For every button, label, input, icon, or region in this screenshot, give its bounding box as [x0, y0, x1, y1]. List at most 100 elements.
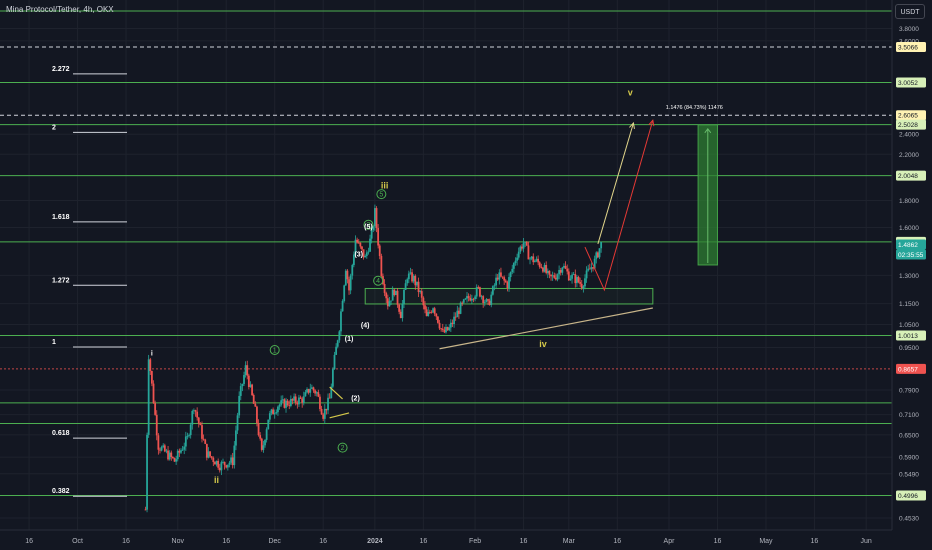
- candle-body: [220, 462, 223, 471]
- price-label-badge: [896, 110, 926, 121]
- price-tick-label: 0.7900: [899, 387, 919, 394]
- chart-title: Mina Protocol/Tether, 4h, OKX: [6, 5, 114, 14]
- price-label-text: 1.0013: [898, 333, 918, 340]
- candle-body: [202, 438, 205, 440]
- candle-body: [462, 299, 465, 303]
- projection-paths[interactable]: [584, 119, 655, 292]
- time-tick-label: Nov: [172, 538, 185, 545]
- candle-body: [592, 267, 594, 269]
- candle-body: [588, 268, 591, 270]
- candle-body: [181, 449, 184, 451]
- candle-body: [524, 241, 527, 243]
- candle-body: [238, 395, 241, 416]
- candle-body: [446, 326, 449, 331]
- candle-body: [310, 387, 313, 389]
- wave-label: 2: [341, 445, 345, 452]
- candle-body: [247, 375, 250, 388]
- candle-body: [498, 272, 501, 280]
- candle-body: [304, 392, 307, 397]
- candle-body: [197, 417, 200, 424]
- fib-label: 0.618: [52, 430, 70, 437]
- candle-body: [251, 384, 253, 396]
- candle-body: [411, 272, 413, 282]
- zone-rectangles[interactable]: [364, 124, 718, 305]
- candle-body: [277, 406, 279, 413]
- candle-body: [325, 408, 328, 411]
- candle-body: [233, 445, 236, 466]
- candle-body: [312, 387, 315, 391]
- candle-body: [548, 270, 551, 275]
- candle-body: [270, 409, 273, 414]
- candle-body: [501, 276, 504, 278]
- candle-body: [488, 300, 491, 306]
- candle-body: [559, 270, 562, 273]
- candle-body: [500, 272, 502, 277]
- candle-body: [346, 270, 349, 280]
- wave-circle: [376, 189, 387, 200]
- candle-body: [556, 274, 559, 280]
- time-tick-label: Feb: [469, 538, 481, 545]
- candle-body: [369, 238, 371, 252]
- candle-body: [364, 255, 367, 258]
- candle-body: [580, 283, 583, 289]
- candle-body: [386, 298, 389, 307]
- price-label-badge: [896, 77, 926, 88]
- wave-label: 5: [379, 192, 383, 199]
- candle-body: [430, 312, 433, 313]
- wave-circle: [337, 442, 348, 453]
- candle-body: [553, 275, 556, 278]
- projection-arrowhead: [629, 121, 635, 129]
- candle-body: [543, 265, 546, 272]
- candle-body: [296, 402, 299, 405]
- candle-body: [265, 429, 268, 440]
- candle-body: [390, 300, 392, 302]
- candle-body: [571, 274, 573, 279]
- time-tick-label: Dec: [268, 538, 281, 545]
- candle-body: [215, 460, 218, 465]
- price-label-badge: [896, 330, 926, 341]
- candle-body: [259, 435, 262, 439]
- price-tick-label: 1.3000: [899, 273, 919, 280]
- candle-body: [365, 252, 368, 256]
- candle-body: [561, 267, 564, 273]
- candle-body: [291, 398, 294, 401]
- candle-body: [496, 277, 499, 280]
- candle-body: [159, 449, 161, 451]
- candle-body: [461, 302, 464, 304]
- candle-body: [391, 289, 394, 301]
- candle-body: [335, 346, 338, 355]
- fibonacci-levels[interactable]: 2.272 2 1.618 1.272 1 0.618 0.382: [52, 66, 127, 497]
- wave-label: (4): [361, 323, 370, 330]
- candle-body: [427, 311, 430, 317]
- candle-body: [454, 316, 457, 318]
- candle-body: [521, 246, 523, 249]
- time-axis[interactable]: 16 Oct 16 Nov 16 Dec 16 2024 16 Feb 16 Mar 16 Apr 16 Ma…: [0, 529, 932, 550]
- candle-body: [165, 450, 168, 452]
- price-axis[interactable]: 0.4530 0.5490 0.5900 0.6500 0.7100 0.7900 0.95…: [891, 0, 932, 550]
- candle-body: [440, 328, 443, 330]
- price-label-text: 0.4996: [898, 493, 918, 500]
- candle-body: [231, 457, 234, 466]
- candle-body: [236, 415, 239, 431]
- price-label-text: 2.6065: [898, 113, 918, 120]
- candle-body: [540, 266, 543, 268]
- trendlines[interactable]: [329, 307, 653, 419]
- candle-body: [168, 452, 171, 460]
- candle-body: [341, 300, 344, 312]
- candle-body: [178, 450, 181, 453]
- candle-body: [563, 265, 565, 268]
- fib-label: 2.272: [52, 66, 70, 73]
- countdown-text: 02:35:55: [898, 252, 924, 259]
- candle-body: [172, 456, 174, 459]
- currency-button[interactable]: USDT: [895, 4, 925, 19]
- candle-body: [519, 246, 522, 252]
- candle-body: [542, 267, 544, 272]
- candle-body: [479, 287, 481, 297]
- candle-body: [577, 276, 580, 283]
- candle-body: [596, 252, 599, 258]
- candle-body: [437, 316, 439, 323]
- candle-body: [508, 277, 510, 289]
- candle-body: [532, 256, 535, 263]
- price-tick-label: 1.1500: [899, 301, 919, 308]
